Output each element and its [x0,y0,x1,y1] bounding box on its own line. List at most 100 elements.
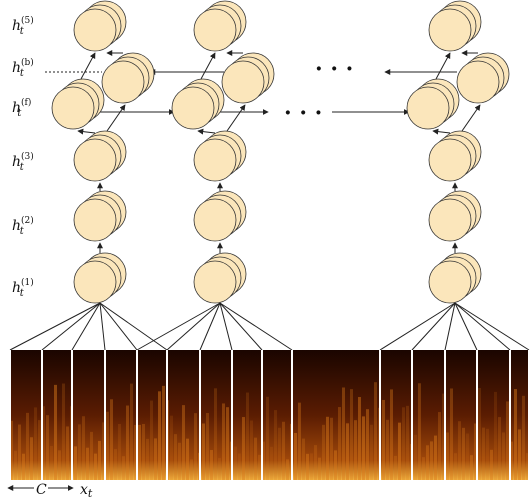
spectral-band [194,413,197,480]
connector [167,303,220,350]
layer-label: h(f)t [12,97,31,119]
spectral-band [242,417,245,480]
spectral-band [110,399,113,480]
label-sup: (3) [21,151,34,162]
neuron [429,261,471,303]
neuron [194,9,236,51]
spectral-band [22,454,25,480]
spectral-band [498,417,501,480]
neuron [457,61,499,103]
spectral-band [502,432,505,480]
neuron [222,61,264,103]
spectral-band [454,453,457,480]
neuron [429,9,471,51]
spectral-band [466,434,469,480]
spectral-band [394,456,397,480]
spectral-band [158,391,161,480]
connector [227,105,245,131]
spectral-band [486,429,489,480]
spectral-band [522,396,525,480]
neuron [194,139,236,181]
label-sup: (f) [21,97,31,108]
spectral-band [506,401,509,480]
spectral-band [66,426,69,480]
spectral-band [214,388,217,480]
context-label: C [36,482,47,497]
connector [201,53,215,79]
spectral-band [346,423,349,480]
spectral-band [370,425,373,480]
spectral-band [366,409,369,480]
spectrogram [10,350,530,480]
label-sub: t [20,26,25,37]
spectral-band [18,425,21,480]
spectral-band [258,455,261,480]
spectral-band [342,387,345,480]
spectral-band [170,416,173,480]
connector [433,131,450,133]
spectral-band [418,383,421,480]
connector [200,303,220,350]
spectral-band [470,455,473,480]
spectral-band [250,420,253,480]
neuron [407,87,449,129]
spectral-band [182,405,185,480]
spectral-band [74,446,77,480]
spectral-band [478,388,481,480]
spectral-band [186,439,189,480]
spectral-band [90,432,93,480]
spectral-band [94,454,97,480]
spectral-band [318,458,321,480]
neuron [429,139,471,181]
spectral-band [338,407,341,480]
layer-label: h(b)t [12,57,34,79]
spectral-band [106,412,109,480]
spectral-band [518,429,521,480]
spectral-band [446,432,449,480]
label-sup: (2) [21,215,34,226]
spectral-band [438,412,441,480]
spectral-band [450,388,453,480]
spectral-band [218,458,221,480]
connector [107,105,125,131]
ellipsis: · · · [315,56,353,82]
spectral-band [246,393,249,480]
label-sup: (b) [21,57,34,68]
spectral-band [54,385,57,480]
ellipsis: · · · [284,100,322,126]
spectral-band [82,416,85,480]
spectral-band [238,453,241,480]
spectral-band [174,434,177,480]
label-sub: t [17,108,22,119]
spectral-band [434,436,437,480]
spectral-band [34,407,37,480]
spectral-band [146,439,149,480]
spectral-band [46,415,49,480]
spectral-band [126,406,129,480]
spectral-band [50,446,53,480]
diagram: h(5)th(b)th(f)th(3)th(2)th(1)t· · ·· · ·… [0,0,530,497]
label-sub: t [20,162,25,173]
spectral-band [494,392,497,480]
spectral-band [154,438,157,480]
connector [445,303,455,350]
input-sub: t [88,487,93,497]
connector [462,105,480,131]
spectral-band [350,389,353,480]
neuron [102,61,144,103]
connector [137,303,220,350]
neuron [172,87,214,129]
spectral-band [118,424,121,480]
spectral-band [202,423,205,480]
spectral-band [358,397,361,480]
spectral-band [122,456,125,480]
layer-label: h(1)t [12,277,34,299]
spectral-band [234,447,237,480]
spectral-band [278,428,281,480]
spectral-band [270,447,273,480]
connector [81,53,95,79]
neuron [52,87,94,129]
connector [78,131,95,133]
connector [380,303,455,350]
spectral-band [62,384,65,480]
